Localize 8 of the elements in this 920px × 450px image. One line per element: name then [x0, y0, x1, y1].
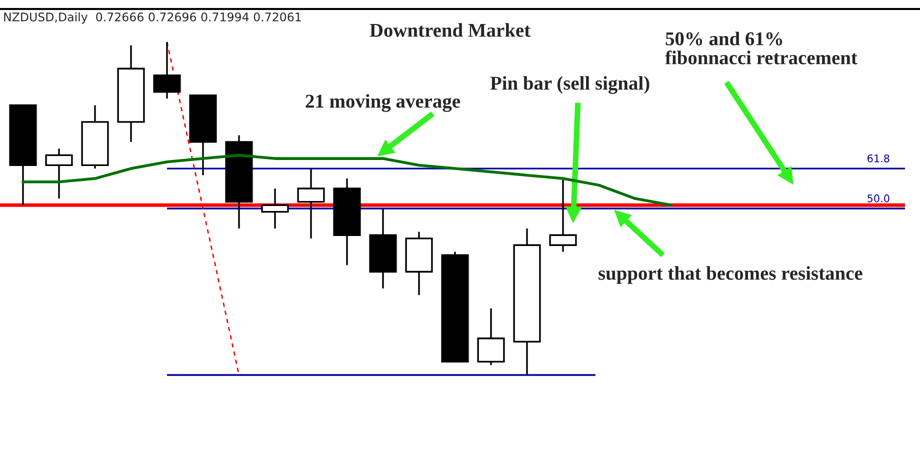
annotation: 61.8 — [868, 154, 890, 162]
chart-title: Downtrend Market — [370, 23, 530, 37]
annotation: 50% and 61% fibonnacci retracement — [665, 32, 858, 64]
annotation: 21 moving average — [306, 94, 460, 112]
annotation: Pin bar (sell signal) — [490, 76, 650, 94]
text: NZDUSD,Daily 0.72666 0.72696 0.71994 0.72061 — [4, 12, 301, 24]
annotation: support that becomes resistance — [598, 266, 862, 284]
annotation: 50.0 — [868, 194, 890, 202]
